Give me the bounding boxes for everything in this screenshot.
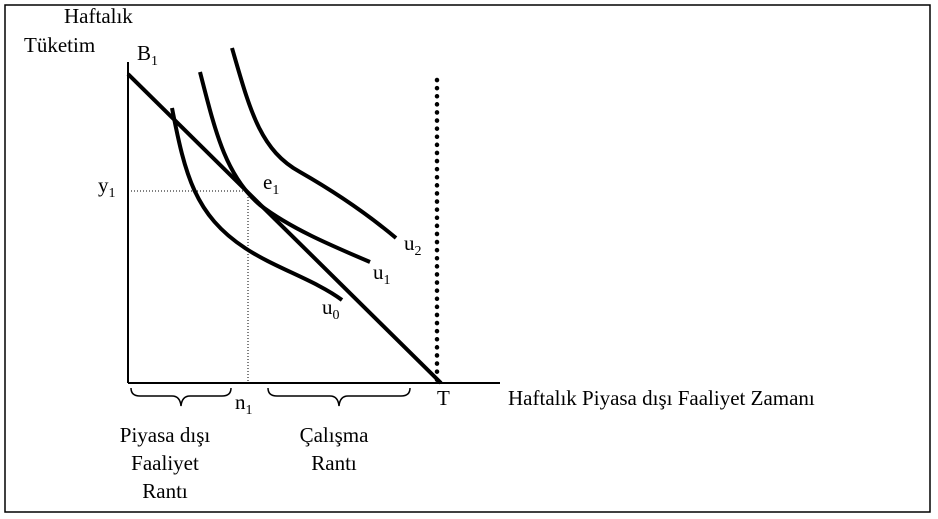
point-label: y1 — [98, 173, 116, 201]
curve-label: u0 — [322, 295, 340, 323]
region-label: Rantı — [142, 479, 188, 503]
region-label: Faaliyet — [131, 451, 199, 475]
y-axis-label: Tüketim — [24, 33, 95, 57]
curve-label: u2 — [404, 231, 422, 259]
budget-line — [126, 72, 443, 385]
brace-work — [267, 387, 411, 407]
indifference-curve-u1 — [198, 71, 371, 264]
curve-label: u1 — [373, 260, 391, 288]
region-label: Piyasa dışı — [120, 423, 211, 447]
point-label: e1 — [263, 170, 279, 198]
y-axis-label: Haftalık — [64, 4, 133, 28]
point-label: B1 — [137, 41, 158, 69]
point-label: n1 — [235, 390, 253, 418]
x-axis-label: Haftalık Piyasa dışı Faaliyet Zamanı — [508, 386, 815, 410]
indifference-curve-u0 — [170, 107, 344, 302]
frame — [4, 4, 931, 513]
region-label: Rantı — [311, 451, 357, 475]
brace-nonmarket — [130, 387, 232, 407]
region-label: Çalışma — [300, 423, 370, 447]
indifference-curve-u2 — [230, 47, 398, 240]
point-label: T — [437, 386, 450, 410]
